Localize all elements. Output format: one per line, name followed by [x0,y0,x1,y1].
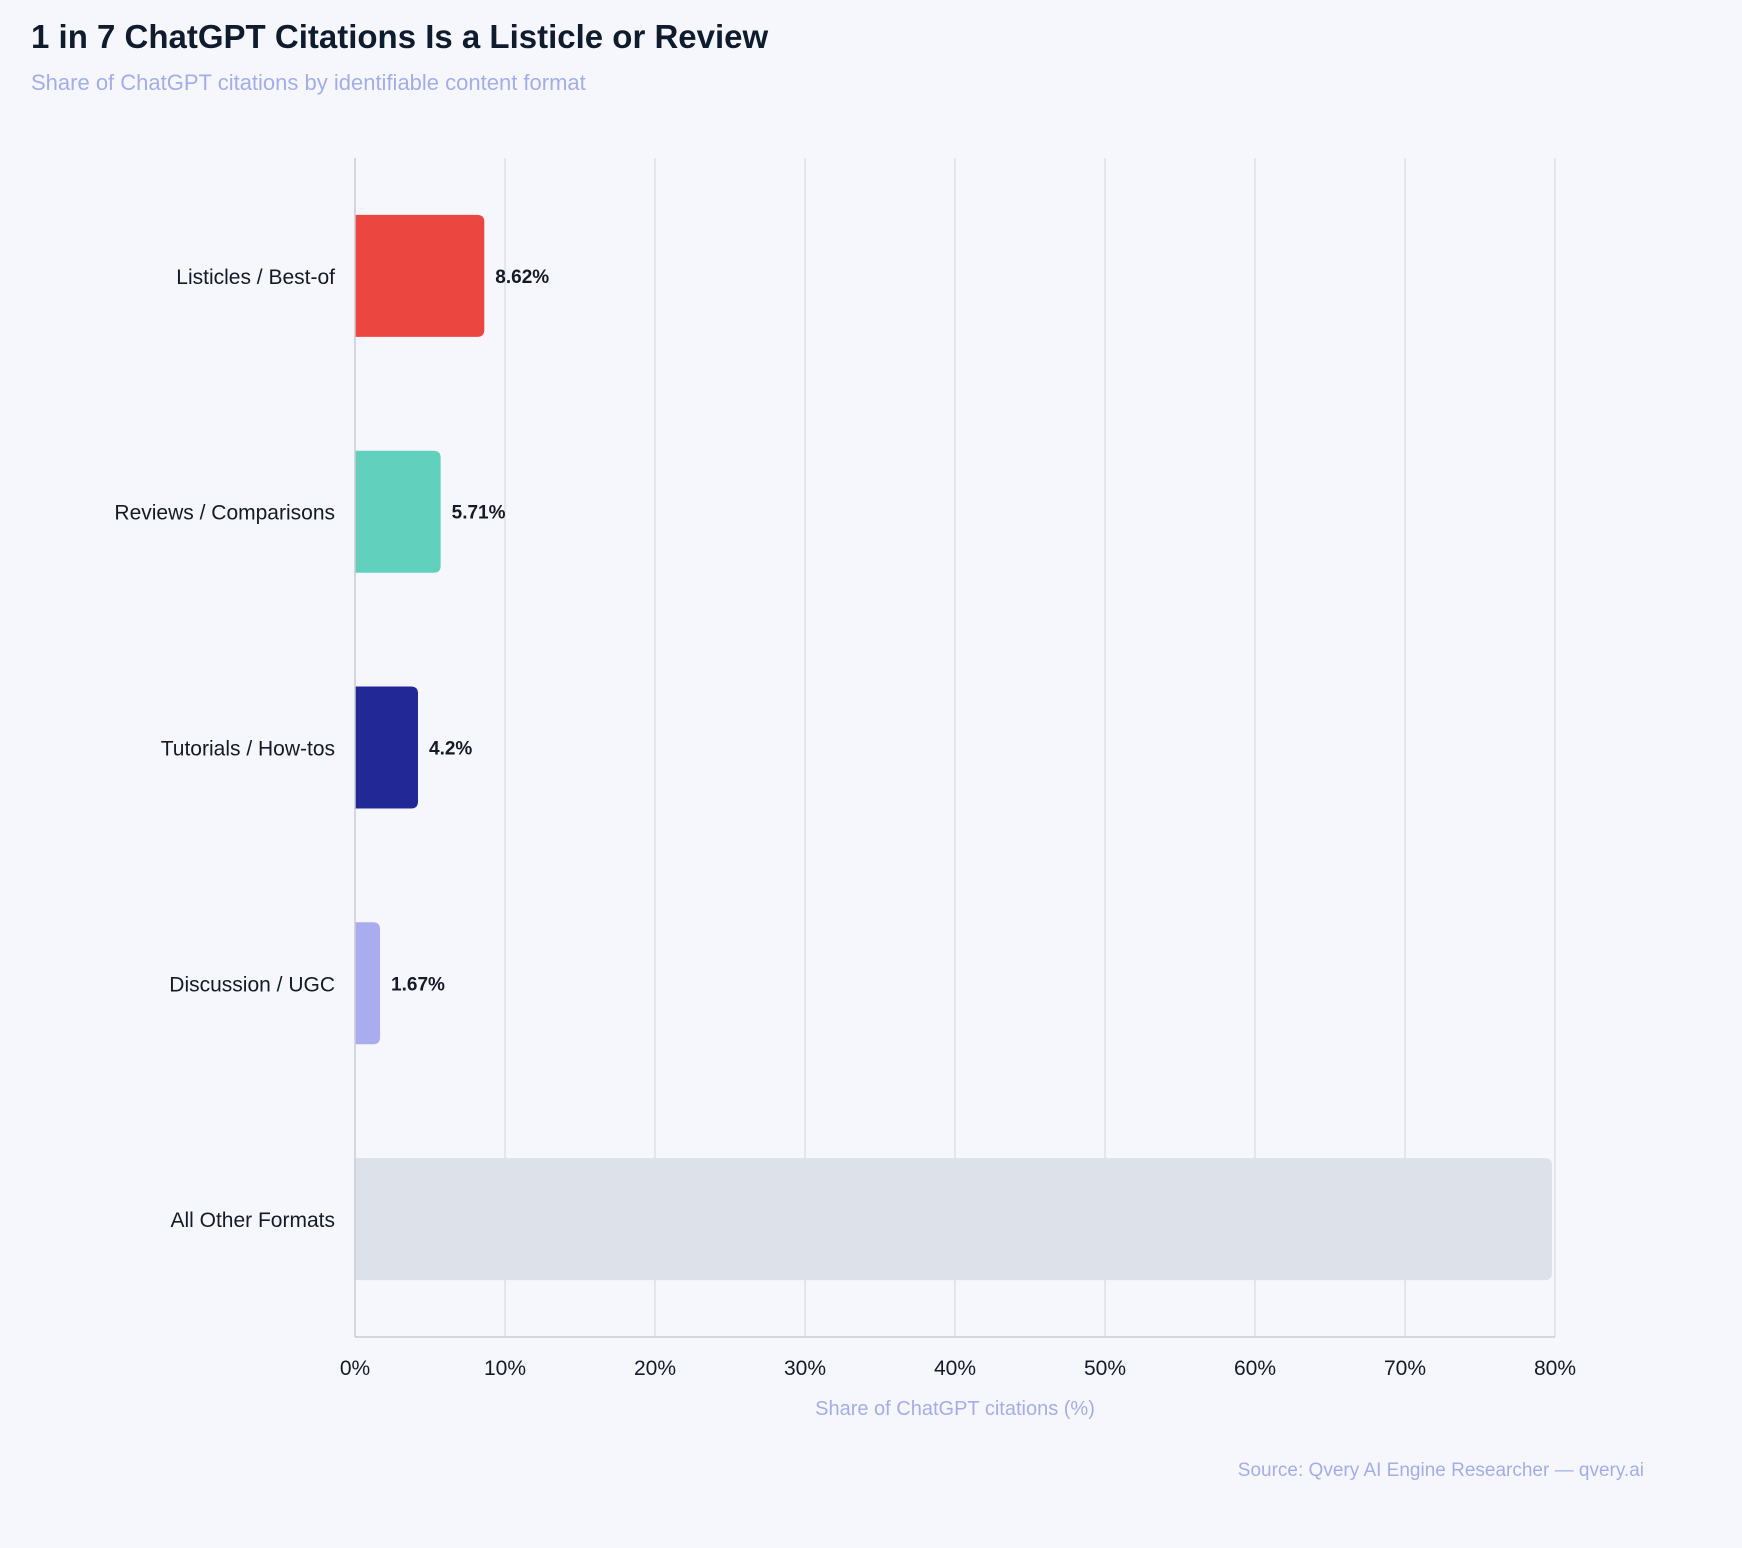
chart-subtitle: Share of ChatGPT citations by identifiab… [31,70,586,95]
bar [355,1158,1552,1281]
axes [354,158,1555,1338]
bar [355,922,381,1045]
category-label: Reviews / Comparisons [114,502,335,525]
chart-title: 1 in 7 ChatGPT Citations Is a Listicle o… [31,18,769,55]
x-tick-label: 70% [1384,1357,1426,1380]
value-label: 8.62% [495,267,549,288]
labels: 0% 10% 20% 30% 40% 50% 60% 70% 80% Listicles / Be… [114,266,1576,1380]
category-label: Discussion / UGC [169,973,335,996]
value-label: 4.2% [429,739,472,760]
x-tick-label: 80% [1534,1357,1576,1380]
x-tick-label: 30% [784,1357,826,1380]
x-tick-label: 10% [484,1357,526,1380]
bar [355,686,418,809]
gridlines [504,158,1556,1337]
x-tick-label: 60% [1234,1357,1276,1380]
category-label: Tutorials / How-tos [161,738,335,761]
x-axis-title: Share of ChatGPT citations (%) [815,1398,1095,1420]
x-tick-label: 50% [1084,1357,1126,1380]
bar [355,450,441,573]
x-tick-label: 40% [934,1357,976,1380]
source-note: Source: Qvery AI Engine Researcher — qve… [1237,1460,1644,1481]
value-label: 1.67% [391,974,445,995]
bars [355,214,1552,1281]
x-tick-label: 20% [634,1357,676,1380]
category-label: All Other Formats [170,1209,335,1232]
value-label: 5.71% [452,503,506,524]
bar [355,214,485,337]
category-label: Listicles / Best-of [176,266,335,289]
x-tick-label: 0% [340,1357,370,1380]
